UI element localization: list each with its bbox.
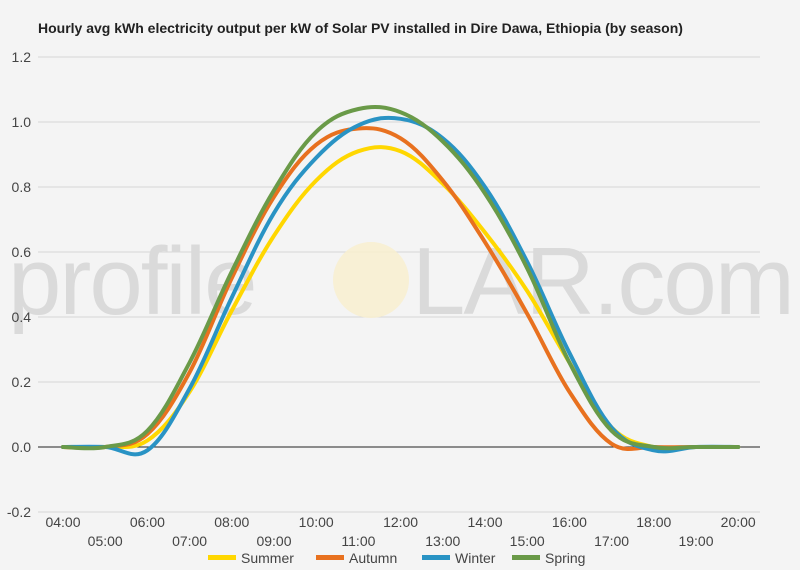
x-tick-label: 11:00: [341, 533, 375, 549]
legend-label-spring: Spring: [545, 550, 585, 566]
legend-swatch-winter: [422, 555, 450, 560]
legend-swatch-spring: [512, 555, 540, 560]
series-line-spring: [61, 104, 741, 451]
x-axis-tick-labels: 04:00 05:00 06:00 07:00 08:00 09:00 10:00 11:00…: [45, 514, 755, 549]
x-tick-label: 09:00: [256, 533, 291, 549]
legend-label-summer: Summer: [241, 550, 294, 566]
chart-title: Hourly avg kWh electricity output per kW…: [38, 20, 683, 36]
x-tick-label: 12:00: [383, 514, 418, 530]
y-tick-label: -0.2: [7, 504, 31, 520]
y-tick-label: 0.6: [12, 244, 32, 260]
watermark-text-left: profile: [8, 228, 255, 335]
x-tick-label: 04:00: [45, 514, 80, 530]
y-tick-label: 0.0: [12, 439, 32, 455]
series-line-autumn: [61, 126, 741, 452]
x-tick-label: 14:00: [467, 514, 502, 530]
y-tick-label: 1.0: [12, 114, 32, 130]
x-tick-label: 18:00: [636, 514, 671, 530]
x-tick-label: 20:00: [721, 514, 756, 530]
x-tick-label: 07:00: [172, 533, 207, 549]
legend: Summer Autumn Winter Spring: [208, 550, 585, 566]
x-tick-label: 16:00: [552, 514, 587, 530]
legend-swatch-summer: [208, 555, 236, 560]
watermark-sun-icon: [333, 242, 409, 318]
y-tick-label: 0.2: [12, 374, 32, 390]
watermark-text-right: LAR.com: [412, 228, 793, 335]
legend-label-autumn: Autumn: [349, 550, 397, 566]
y-axis-tick-labels: -0.2 0.0 0.2 0.4 0.6 0.8 1.0 1.2: [7, 49, 31, 520]
gridlines: [38, 56, 760, 513]
legend-label-winter: Winter: [455, 550, 496, 566]
y-tick-label: 0.4: [12, 309, 32, 325]
series-lines: [61, 104, 741, 457]
x-tick-label: 05:00: [88, 533, 123, 549]
x-tick-label: 13:00: [425, 533, 460, 549]
y-tick-label: 0.8: [12, 179, 32, 195]
y-tick-label: 1.2: [12, 49, 32, 65]
x-tick-label: 06:00: [130, 514, 165, 530]
x-tick-label: 17:00: [594, 533, 629, 549]
watermark: profile LAR.com: [8, 228, 795, 335]
x-tick-label: 19:00: [678, 533, 713, 549]
x-tick-label: 10:00: [299, 514, 334, 530]
x-tick-label: 15:00: [510, 533, 545, 549]
legend-swatch-autumn: [316, 555, 344, 560]
x-tick-label: 08:00: [214, 514, 249, 530]
series-line-winter: [61, 115, 741, 457]
